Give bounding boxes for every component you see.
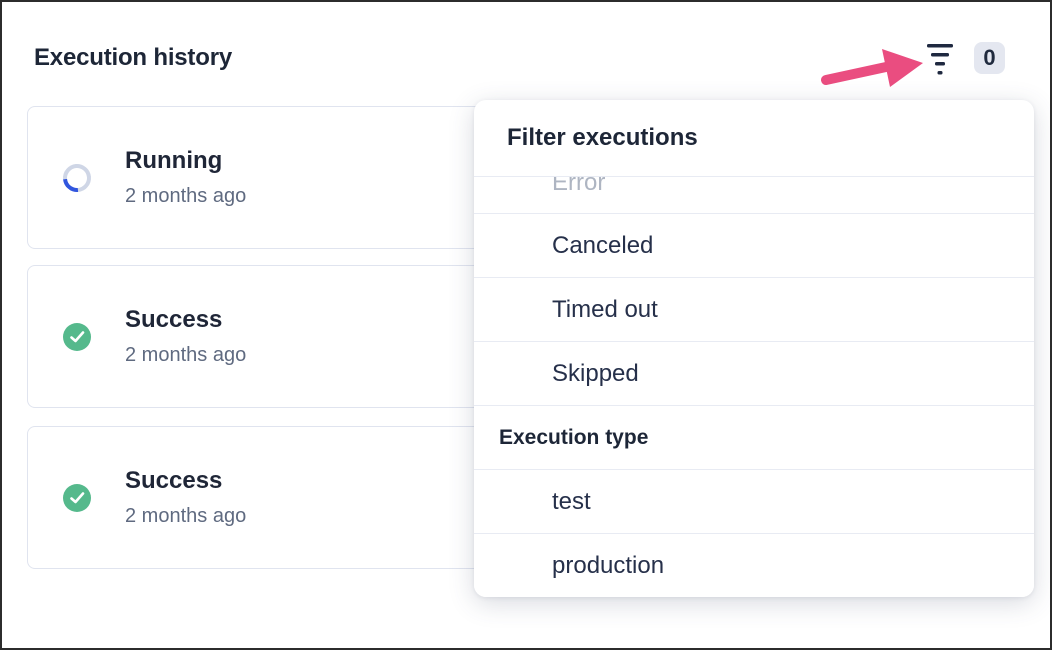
filter-executions-popover: Filter executions Error Canceled Timed o… <box>474 100 1034 597</box>
success-check-icon <box>63 322 91 351</box>
filter-section-execution-type: Execution type <box>474 406 1034 470</box>
filter-option-error[interactable]: Error <box>474 177 1034 214</box>
filter-option-skipped[interactable]: Skipped <box>474 342 1034 406</box>
execution-status: Success <box>125 306 223 333</box>
filter-option-production[interactable]: production <box>474 534 1034 597</box>
filter-button[interactable] <box>918 38 962 82</box>
filter-lines-icon <box>927 44 953 75</box>
page-title: Execution history <box>34 44 232 71</box>
filter-option-timed-out[interactable]: Timed out <box>474 278 1034 342</box>
execution-time: 2 months ago <box>125 344 247 366</box>
execution-status: Running <box>125 147 223 174</box>
filter-panel-title: Filter executions <box>474 100 1034 177</box>
execution-time: 2 months ago <box>125 505 247 527</box>
filter-count-badge: 0 <box>974 42 1005 74</box>
annotation-arrow-icon <box>821 49 923 87</box>
success-check-icon <box>63 483 91 512</box>
filter-option-test[interactable]: test <box>474 470 1034 534</box>
filter-option-canceled[interactable]: Canceled <box>474 214 1034 278</box>
execution-time: 2 months ago <box>125 185 247 207</box>
running-spinner-icon <box>57 157 97 198</box>
execution-status: Success <box>125 467 223 494</box>
